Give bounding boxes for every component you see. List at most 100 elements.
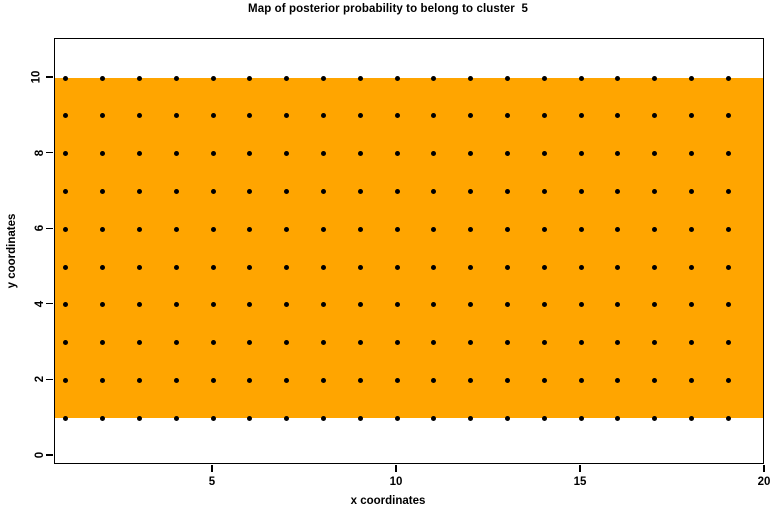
data-point <box>357 340 363 346</box>
data-point <box>578 340 584 346</box>
data-point <box>100 415 106 421</box>
data-point <box>210 415 216 421</box>
data-point <box>688 113 694 119</box>
data-point <box>578 302 584 308</box>
data-point <box>468 302 474 308</box>
data-point <box>468 75 474 81</box>
data-point <box>320 264 326 270</box>
data-point <box>652 340 658 346</box>
data-point <box>541 75 547 81</box>
data-point <box>431 75 437 81</box>
data-point <box>615 226 621 232</box>
data-point <box>210 302 216 308</box>
y-axis-tick-label: 6 <box>33 224 46 232</box>
data-point <box>541 264 547 270</box>
x-axis-tick <box>395 465 397 472</box>
data-point <box>725 340 731 346</box>
y-axis-title: y coordinates <box>6 213 18 289</box>
data-point <box>725 302 731 308</box>
data-point <box>136 151 142 157</box>
data-point <box>63 226 69 232</box>
data-point <box>762 75 763 81</box>
data-point <box>173 75 179 81</box>
plot-panel <box>54 38 764 464</box>
data-point <box>504 151 510 157</box>
data-point <box>136 264 142 270</box>
data-point <box>431 302 437 308</box>
data-point <box>210 226 216 232</box>
data-point <box>541 113 547 119</box>
data-point <box>652 188 658 194</box>
data-point <box>652 113 658 119</box>
data-point <box>247 188 253 194</box>
data-point <box>615 302 621 308</box>
data-point <box>210 264 216 270</box>
y-axis-tick-label: 0 <box>33 451 46 459</box>
data-point <box>210 151 216 157</box>
data-point <box>136 302 142 308</box>
data-point <box>100 151 106 157</box>
y-axis-tick-label: 10 <box>30 70 43 84</box>
y-axis-tick-label: 8 <box>33 149 46 156</box>
data-point <box>541 226 547 232</box>
data-point <box>762 415 763 421</box>
data-point <box>320 75 326 81</box>
x-axis-tick-label: 20 <box>757 476 771 488</box>
y-axis-tick <box>46 76 53 78</box>
data-point <box>173 264 179 270</box>
data-point <box>652 377 658 383</box>
data-point <box>284 113 290 119</box>
data-point <box>615 340 621 346</box>
data-point <box>578 75 584 81</box>
data-point <box>357 151 363 157</box>
data-point <box>320 415 326 421</box>
data-point <box>431 415 437 421</box>
data-point <box>725 377 731 383</box>
page-title: Map of posterior probability to belong t… <box>248 3 528 15</box>
data-point <box>762 113 763 119</box>
data-point <box>100 226 106 232</box>
data-point <box>504 264 510 270</box>
data-point <box>615 188 621 194</box>
data-point <box>100 113 106 119</box>
x-axis-tick <box>211 465 213 472</box>
x-axis-title: x coordinates <box>350 495 426 507</box>
data-point <box>173 415 179 421</box>
data-point <box>615 377 621 383</box>
data-point <box>762 188 763 194</box>
data-point <box>762 302 763 308</box>
data-point <box>100 188 106 194</box>
data-point <box>320 226 326 232</box>
data-point <box>541 188 547 194</box>
data-point <box>725 264 731 270</box>
data-point <box>504 302 510 308</box>
data-point <box>688 188 694 194</box>
data-point <box>504 377 510 383</box>
data-point <box>468 151 474 157</box>
data-point <box>578 113 584 119</box>
x-axis-tick <box>763 465 765 472</box>
data-point <box>431 377 437 383</box>
y-axis-tick-label: 2 <box>33 376 46 383</box>
data-point <box>136 340 142 346</box>
data-point <box>284 188 290 194</box>
data-point <box>320 188 326 194</box>
data-point <box>688 151 694 157</box>
data-point <box>284 264 290 270</box>
data-point <box>468 113 474 119</box>
data-point <box>394 415 400 421</box>
data-point <box>578 415 584 421</box>
data-point <box>247 302 253 308</box>
data-point <box>688 415 694 421</box>
data-point <box>136 188 142 194</box>
data-point <box>578 264 584 270</box>
data-point <box>284 151 290 157</box>
data-point <box>247 264 253 270</box>
data-point <box>615 113 621 119</box>
data-point <box>652 264 658 270</box>
data-point <box>468 226 474 232</box>
data-point <box>63 264 69 270</box>
data-point <box>210 75 216 81</box>
data-point <box>541 302 547 308</box>
cluster-region <box>55 78 763 419</box>
